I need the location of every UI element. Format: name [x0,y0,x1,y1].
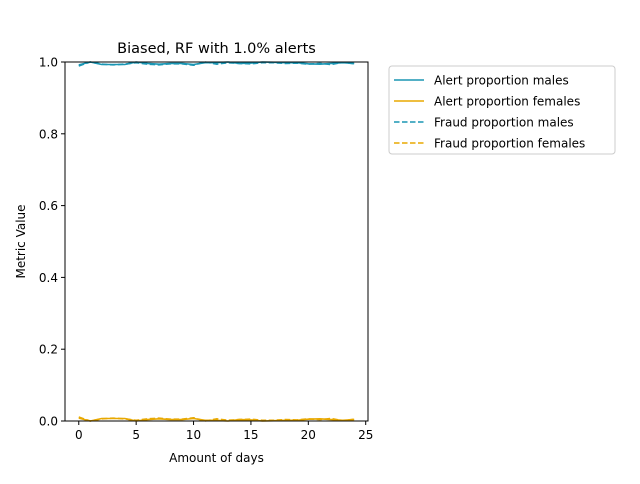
x-tick-label: 5 [132,428,140,442]
y-tick-label: 0.6 [39,199,58,213]
y-tick-label: 1.0 [39,56,58,70]
legend: Alert proportion males Alert proportion f… [388,65,616,155]
x-axis-label: Amount of days [169,451,264,465]
legend-label-4: Fraud proportion females [434,137,585,151]
y-tick-label: 0.4 [39,271,58,285]
x-tick-label: 10 [186,428,201,442]
x-tick-label: 25 [358,428,373,442]
x-tick-label: 20 [301,428,316,442]
x-tick-label: 0 [75,428,83,442]
legend-label-3: Fraud proportion males [434,116,574,130]
x-tick-label: 15 [243,428,258,442]
series-line-4 [78,416,355,422]
plot-frame [64,61,369,422]
plot-lines [78,61,355,422]
y-axis-ticks: 0.0 0.2 0.4 0.6 0.8 1.0 [39,56,65,429]
series-line-1 [78,61,355,66]
y-axis-label: Metric Value [14,204,28,278]
legend-frame [388,65,616,155]
chart-title: Biased, RF with 1.0% alerts [117,41,316,57]
x-axis-ticks: 0 5 10 15 20 25 [75,421,373,442]
y-tick-label: 0.2 [39,343,58,357]
legend-label-2: Alert proportion females [434,95,580,109]
y-tick-label: 0.8 [39,127,58,141]
legend-label-1: Alert proportion males [434,74,569,88]
y-tick-label: 0.0 [39,415,58,429]
series-line-3 [78,61,355,67]
series-line-2 [78,417,355,422]
